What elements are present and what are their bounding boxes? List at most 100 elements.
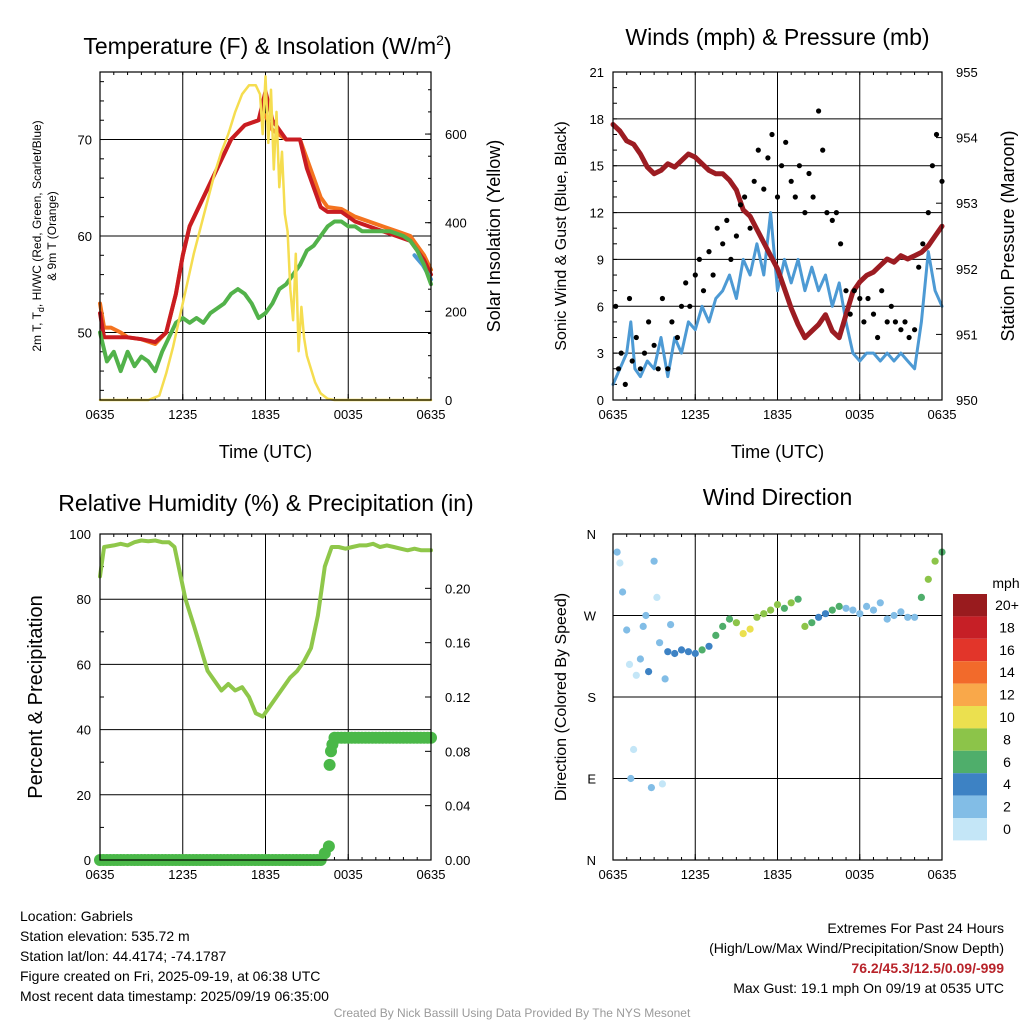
direction-point xyxy=(616,559,624,567)
gust-point xyxy=(857,295,863,302)
gust-point xyxy=(802,210,808,216)
y2-tick-label: 954 xyxy=(956,131,978,146)
x-tick-label: 0635 xyxy=(417,407,446,422)
station-elevation: Station elevation: 535.72 m xyxy=(20,928,190,944)
direction-point xyxy=(619,588,627,596)
gust-point xyxy=(747,225,753,231)
y-tick-label: 3 xyxy=(597,346,604,361)
direction-point xyxy=(815,613,823,621)
gust-point xyxy=(861,319,867,325)
y-tick-label: N xyxy=(587,527,596,542)
x-tick-label: 1835 xyxy=(251,867,280,882)
direction-point xyxy=(639,622,647,631)
direction-point xyxy=(650,557,658,565)
gust-point xyxy=(912,327,918,333)
gust-point xyxy=(870,311,877,317)
direction-point xyxy=(739,630,747,638)
legend-label: 16 xyxy=(999,642,1015,658)
gust-point xyxy=(788,178,794,184)
gust-point xyxy=(710,272,716,278)
gust-point xyxy=(792,194,798,200)
station-latlon: Station lat/lon: 44.4174; -74.1787 xyxy=(20,948,227,964)
y2-tick-label: 0.00 xyxy=(445,853,470,868)
gust-point xyxy=(615,366,622,372)
max-gust: Max Gust: 19.1 mph On 09/19 at 0535 UTC xyxy=(733,980,1004,996)
direction-point xyxy=(661,675,669,683)
direction-point xyxy=(780,604,789,612)
extremes-values: 76.2/45.3/12.5/0.09/-999 xyxy=(851,960,1004,976)
y2-tick-label: 0.12 xyxy=(445,690,470,705)
legend-swatch xyxy=(953,728,987,751)
gust-point xyxy=(884,319,890,325)
direction-point xyxy=(801,622,809,631)
credit-line: Created By Nick Bassill Using Data Provi… xyxy=(333,1006,691,1020)
direction-point xyxy=(664,648,672,656)
direction-point xyxy=(636,655,645,663)
direction-point xyxy=(753,613,761,621)
x-tick-label: 1235 xyxy=(168,407,197,422)
direction-point xyxy=(632,671,640,679)
direction-point xyxy=(623,626,631,634)
y-axis-label: Direction (Colored By Speed) xyxy=(553,593,570,801)
figure-created: Figure created on Fri, 2025-09-19, at 06… xyxy=(20,968,321,984)
legend-label: 20+ xyxy=(995,597,1019,613)
gust-point xyxy=(765,155,771,161)
x-tick-label: 1835 xyxy=(763,407,792,422)
gust-point xyxy=(847,311,853,317)
recent-data-timestamp: Most recent data timestamp: 2025/09/19 0… xyxy=(20,988,329,1004)
direction-point xyxy=(931,557,939,565)
gust-point xyxy=(637,366,644,372)
y-tick-label: 9 xyxy=(597,252,604,267)
y-tick-label: 50 xyxy=(78,325,92,340)
y2-tick-label: 0.16 xyxy=(445,636,470,651)
y2-axis-label: Station Pressure (Maroon) xyxy=(998,130,1018,341)
gust-point xyxy=(820,147,826,153)
y-tick-label: 40 xyxy=(77,723,91,738)
y-axis-label-line2: & 9m T (Orange) xyxy=(45,191,59,281)
gust-point xyxy=(779,163,785,169)
direction-point xyxy=(883,615,891,623)
gust-point xyxy=(641,350,648,356)
gust-point xyxy=(622,381,628,387)
direction-point xyxy=(671,649,679,658)
legend-swatch xyxy=(953,616,987,639)
direction-point xyxy=(911,613,919,621)
legend-label: 8 xyxy=(1003,731,1011,747)
gust-point xyxy=(833,210,840,216)
gust-point xyxy=(687,303,693,309)
direction-point xyxy=(863,602,871,611)
direction-point xyxy=(645,668,653,676)
x-tick-label: 0635 xyxy=(86,407,115,422)
y2-tick-label: 600 xyxy=(445,127,467,142)
gust-point xyxy=(810,194,816,200)
gust-point xyxy=(659,295,666,302)
x-axis-label: Time (UTC) xyxy=(731,442,824,462)
station-location: Location: Gabriels xyxy=(20,908,133,924)
precip-point xyxy=(322,840,335,853)
direction-point xyxy=(625,660,634,669)
direction-point xyxy=(647,784,656,792)
wind-series-1 xyxy=(610,122,945,341)
gust-point xyxy=(728,256,734,262)
y2-tick-label: 950 xyxy=(956,393,978,408)
legend-swatch xyxy=(953,638,987,662)
gust-point xyxy=(933,131,940,138)
y-tick-label: 0 xyxy=(84,853,91,868)
extremes-title: Extremes For Past 24 Hours xyxy=(827,920,1004,936)
direction-point xyxy=(876,599,884,607)
gust-point xyxy=(920,241,926,247)
direction-point xyxy=(821,610,830,618)
direction-point xyxy=(719,622,727,631)
y2-tick-label: 953 xyxy=(956,196,978,211)
direction-point xyxy=(725,615,734,623)
extremes-info: Extremes For Past 24 Hours (High/Low/Max… xyxy=(709,918,1004,998)
gust-point xyxy=(733,233,740,239)
direction-point xyxy=(677,646,686,654)
direction-point xyxy=(760,610,768,618)
y2-tick-label: 0.20 xyxy=(445,581,470,596)
chart-title: Wind Direction xyxy=(703,484,853,510)
wind-series-0 xyxy=(611,211,944,386)
y-tick-label: 6 xyxy=(597,299,604,314)
x-tick-label: 0035 xyxy=(845,867,874,882)
